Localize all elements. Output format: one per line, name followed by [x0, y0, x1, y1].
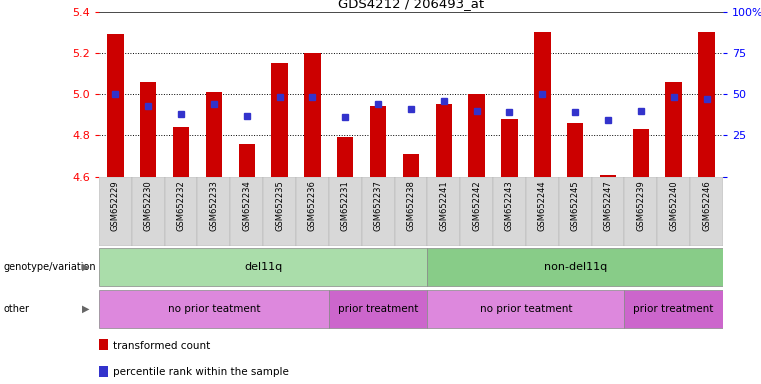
Text: GSM652231: GSM652231: [341, 180, 350, 231]
Bar: [559, 177, 591, 246]
Text: non-del11q: non-del11q: [543, 262, 607, 272]
Text: GSM652230: GSM652230: [144, 180, 153, 231]
Text: GSM652229: GSM652229: [111, 180, 119, 231]
Bar: [534, 32, 550, 177]
Text: prior treatment: prior treatment: [338, 304, 419, 314]
Text: transformed count: transformed count: [113, 341, 210, 351]
Bar: [99, 290, 329, 328]
Bar: [428, 177, 460, 246]
Bar: [632, 129, 649, 177]
Bar: [526, 177, 559, 246]
Text: GSM652246: GSM652246: [702, 180, 711, 231]
Bar: [658, 177, 690, 246]
Text: GSM652239: GSM652239: [636, 180, 645, 231]
Bar: [361, 177, 394, 246]
Bar: [205, 92, 222, 177]
Text: prior treatment: prior treatment: [633, 304, 714, 314]
Text: ▶: ▶: [82, 304, 90, 314]
Bar: [501, 119, 517, 177]
Text: GSM652245: GSM652245: [571, 180, 580, 231]
Bar: [469, 94, 485, 177]
Bar: [600, 175, 616, 177]
Text: GSM652238: GSM652238: [406, 180, 416, 231]
Text: GSM652247: GSM652247: [603, 180, 613, 231]
Bar: [625, 177, 658, 246]
Bar: [329, 177, 361, 246]
Bar: [99, 248, 428, 286]
Text: GSM652236: GSM652236: [308, 180, 317, 231]
Bar: [394, 177, 428, 246]
Title: GDS4212 / 206493_at: GDS4212 / 206493_at: [338, 0, 484, 10]
Bar: [460, 177, 493, 246]
Bar: [296, 177, 329, 246]
Bar: [132, 177, 164, 246]
Bar: [567, 123, 584, 177]
Bar: [428, 290, 625, 328]
Bar: [164, 177, 197, 246]
Bar: [428, 248, 723, 286]
Bar: [263, 177, 296, 246]
Text: del11q: del11q: [244, 262, 282, 272]
Text: ▶: ▶: [82, 262, 90, 272]
Text: GSM652235: GSM652235: [275, 180, 284, 231]
Bar: [173, 127, 189, 177]
Bar: [107, 34, 123, 177]
Text: GSM652237: GSM652237: [374, 180, 383, 231]
Text: other: other: [4, 304, 30, 314]
Text: GSM652241: GSM652241: [439, 180, 448, 231]
Bar: [435, 104, 452, 177]
Bar: [370, 106, 387, 177]
Bar: [665, 82, 682, 177]
Text: GSM652242: GSM652242: [472, 180, 481, 231]
Bar: [272, 63, 288, 177]
Bar: [690, 177, 723, 246]
Bar: [337, 137, 353, 177]
Bar: [493, 177, 526, 246]
Text: GSM652243: GSM652243: [505, 180, 514, 231]
Bar: [99, 177, 132, 246]
Bar: [197, 177, 231, 246]
Bar: [140, 82, 157, 177]
Bar: [699, 32, 715, 177]
Text: GSM652232: GSM652232: [177, 180, 186, 231]
Bar: [231, 177, 263, 246]
Text: percentile rank within the sample: percentile rank within the sample: [113, 367, 288, 377]
Bar: [238, 144, 255, 177]
Bar: [304, 53, 320, 177]
Text: GSM652233: GSM652233: [209, 180, 218, 231]
Bar: [625, 290, 723, 328]
Text: GSM652234: GSM652234: [242, 180, 251, 231]
Bar: [591, 177, 625, 246]
Text: no prior teatment: no prior teatment: [167, 304, 260, 314]
Text: GSM652244: GSM652244: [538, 180, 547, 231]
Bar: [329, 290, 428, 328]
Text: no prior teatment: no prior teatment: [479, 304, 572, 314]
Text: GSM652240: GSM652240: [669, 180, 678, 231]
Bar: [403, 154, 419, 177]
Text: genotype/variation: genotype/variation: [4, 262, 97, 272]
